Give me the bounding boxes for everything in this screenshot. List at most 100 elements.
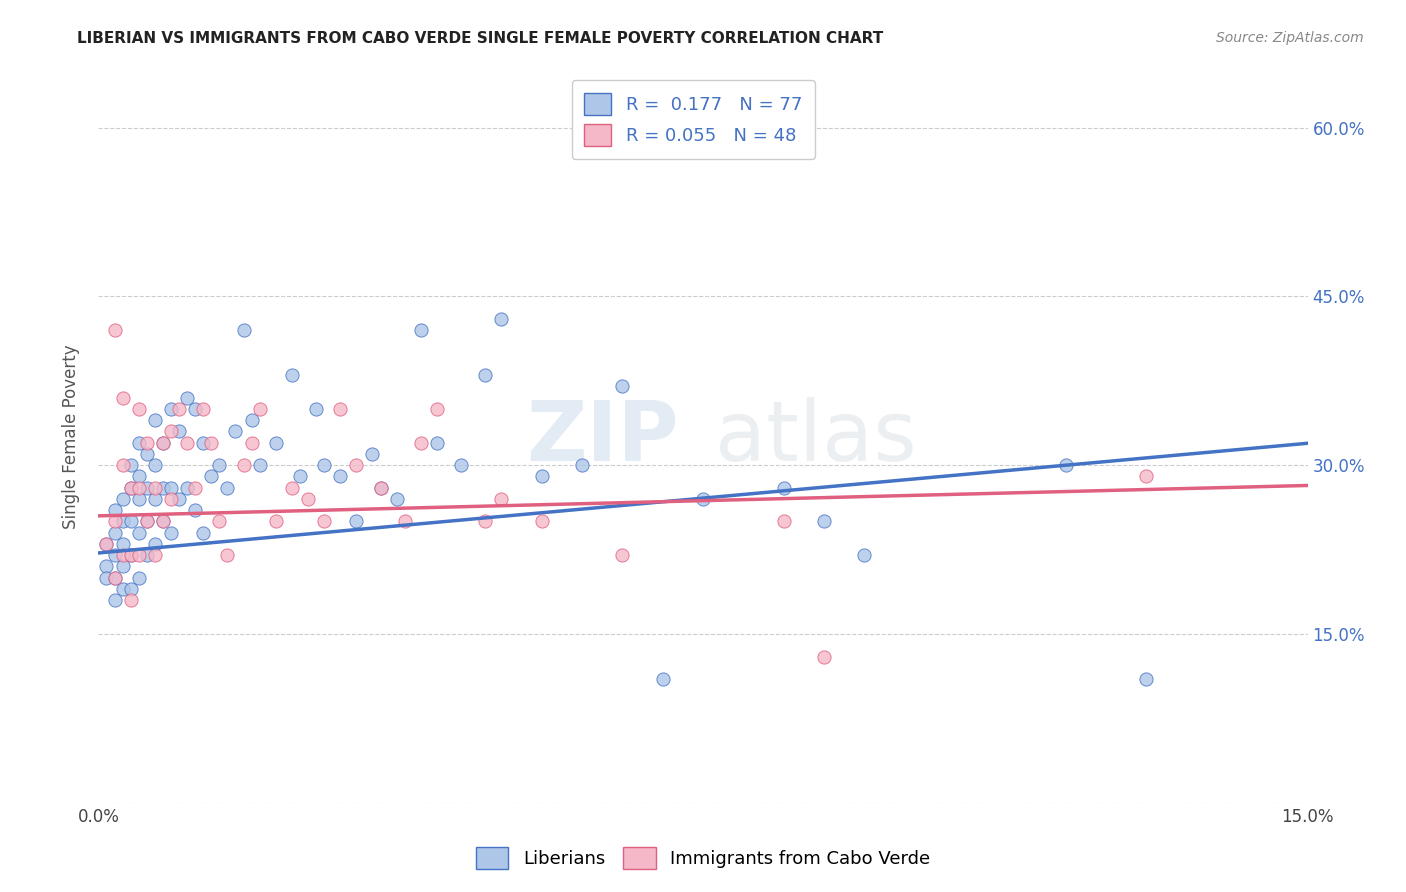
Point xyxy=(1054,458,1077,473)
Point xyxy=(152,515,174,529)
Point xyxy=(232,458,254,473)
Point xyxy=(612,548,634,562)
Point xyxy=(111,391,134,405)
Point xyxy=(200,435,222,450)
Point xyxy=(111,515,134,529)
Point xyxy=(128,525,150,540)
Point xyxy=(152,515,174,529)
Point xyxy=(103,525,125,540)
Point xyxy=(120,458,142,473)
Point xyxy=(96,537,118,551)
Point xyxy=(128,548,150,562)
Point xyxy=(103,593,125,607)
Point xyxy=(143,413,166,427)
Point xyxy=(530,515,553,529)
Point xyxy=(103,571,125,585)
Point xyxy=(385,491,408,506)
Point xyxy=(120,515,142,529)
Y-axis label: Single Female Poverty: Single Female Poverty xyxy=(62,345,80,529)
Point xyxy=(208,458,231,473)
Point xyxy=(143,491,166,506)
Point xyxy=(128,435,150,450)
Text: atlas: atlas xyxy=(716,397,917,477)
Point xyxy=(103,503,125,517)
Text: LIBERIAN VS IMMIGRANTS FROM CABO VERDE SINGLE FEMALE POVERTY CORRELATION CHART: LIBERIAN VS IMMIGRANTS FROM CABO VERDE S… xyxy=(77,31,883,46)
Point xyxy=(176,391,198,405)
Point xyxy=(813,515,835,529)
Point xyxy=(176,481,198,495)
Point xyxy=(96,537,118,551)
Point xyxy=(305,401,328,416)
Point xyxy=(288,469,311,483)
Point xyxy=(772,481,794,495)
Point xyxy=(135,481,157,495)
Point xyxy=(160,525,183,540)
Point xyxy=(184,503,207,517)
Point xyxy=(297,491,319,506)
Point xyxy=(143,458,166,473)
Point xyxy=(329,401,352,416)
Point xyxy=(314,458,336,473)
Point xyxy=(281,368,304,383)
Point xyxy=(120,481,142,495)
Point xyxy=(200,469,222,483)
Point xyxy=(135,515,157,529)
Point xyxy=(135,447,157,461)
Point xyxy=(193,525,215,540)
Point xyxy=(160,401,183,416)
Point xyxy=(184,401,207,416)
Point xyxy=(96,559,118,574)
Point xyxy=(361,447,384,461)
Point xyxy=(530,469,553,483)
Point xyxy=(1135,469,1157,483)
Point xyxy=(160,425,183,439)
Point xyxy=(111,582,134,596)
Point xyxy=(217,548,239,562)
Point xyxy=(426,401,449,416)
Point xyxy=(111,491,134,506)
Point xyxy=(370,481,392,495)
Point xyxy=(249,458,271,473)
Point xyxy=(217,481,239,495)
Point xyxy=(409,323,432,337)
Point xyxy=(491,312,513,326)
Point xyxy=(249,401,271,416)
Point xyxy=(120,593,142,607)
Point xyxy=(450,458,472,473)
Point xyxy=(103,571,125,585)
Point xyxy=(1135,672,1157,686)
Point xyxy=(314,515,336,529)
Text: ZIP: ZIP xyxy=(526,397,679,477)
Point xyxy=(193,435,215,450)
Point xyxy=(344,515,367,529)
Legend: Liberians, Immigrants from Cabo Verde: Liberians, Immigrants from Cabo Verde xyxy=(467,838,939,879)
Point xyxy=(143,481,166,495)
Point xyxy=(103,548,125,562)
Point xyxy=(394,515,416,529)
Point xyxy=(128,401,150,416)
Point xyxy=(120,548,142,562)
Point xyxy=(281,481,304,495)
Point xyxy=(409,435,432,450)
Point xyxy=(143,537,166,551)
Point xyxy=(329,469,352,483)
Point xyxy=(612,379,634,393)
Point xyxy=(240,413,263,427)
Point xyxy=(167,491,190,506)
Point xyxy=(853,548,876,562)
Point xyxy=(120,481,142,495)
Point xyxy=(120,582,142,596)
Point xyxy=(111,559,134,574)
Point xyxy=(184,481,207,495)
Point xyxy=(160,481,183,495)
Point xyxy=(160,491,183,506)
Point xyxy=(167,425,190,439)
Point xyxy=(103,323,125,337)
Point xyxy=(111,537,134,551)
Point xyxy=(193,401,215,416)
Point xyxy=(370,481,392,495)
Text: Source: ZipAtlas.com: Source: ZipAtlas.com xyxy=(1216,31,1364,45)
Point xyxy=(152,435,174,450)
Point xyxy=(128,491,150,506)
Point xyxy=(176,435,198,450)
